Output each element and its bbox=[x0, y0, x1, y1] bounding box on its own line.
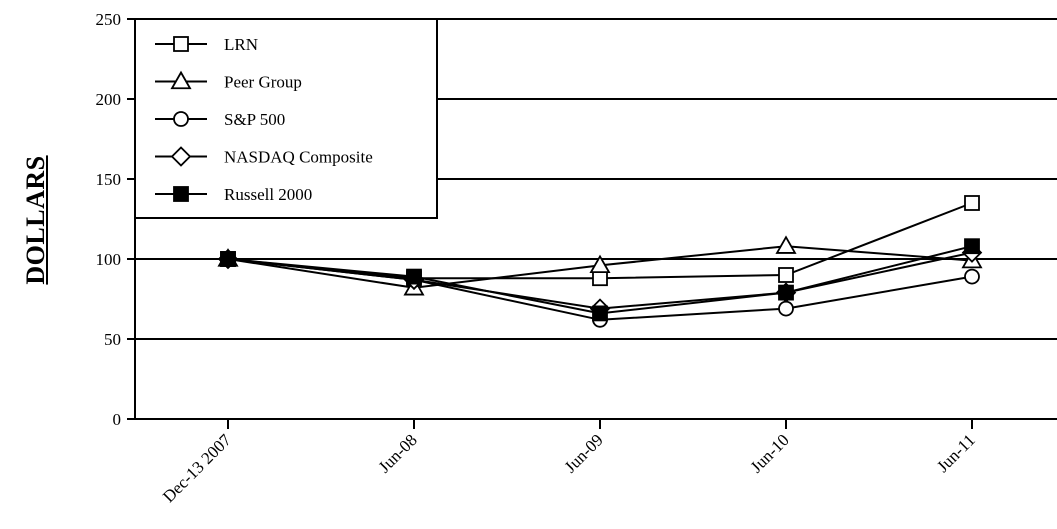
legend: LRN Peer Group S&P 500 NASDAQ Composite Russ… bbox=[134, 18, 438, 219]
legend-item: NASDAQ Composite bbox=[155, 146, 373, 167]
legend-item: LRN bbox=[155, 35, 258, 54]
legend-marker bbox=[173, 36, 189, 52]
data-point bbox=[778, 267, 794, 283]
legend-item: S&P 500 bbox=[155, 110, 285, 129]
y-tick-label: 200 bbox=[96, 90, 122, 109]
x-tick-label: Dec-13 2007 bbox=[159, 430, 235, 506]
data-point bbox=[964, 195, 980, 211]
legend-label: S&P 500 bbox=[224, 110, 285, 129]
data-point bbox=[964, 268, 980, 285]
data-point bbox=[778, 284, 794, 301]
y-tick-label: 50 bbox=[104, 330, 121, 349]
data-point bbox=[592, 305, 608, 322]
y-tick-label: 0 bbox=[113, 410, 122, 429]
y-tick-label: 250 bbox=[96, 10, 122, 29]
y-axis-ticks: 0 50 100 150 200 250 bbox=[96, 10, 135, 429]
data-point bbox=[778, 300, 794, 317]
data-point bbox=[589, 254, 611, 274]
data-point bbox=[406, 268, 422, 285]
y-tick-label: 100 bbox=[96, 250, 122, 269]
legend-label: NASDAQ Composite bbox=[224, 148, 373, 167]
legend-marker bbox=[170, 146, 192, 167]
y-tick-label: 150 bbox=[96, 170, 122, 189]
legend-label: LRN bbox=[224, 35, 258, 54]
legend-label: Peer Group bbox=[224, 73, 302, 92]
legend-marker bbox=[173, 111, 189, 127]
x-tick-label: Jun-10 bbox=[747, 430, 793, 476]
data-point bbox=[220, 251, 236, 267]
legend-item: Russell 2000 bbox=[155, 185, 312, 204]
data-point bbox=[964, 238, 980, 255]
legend-label: Russell 2000 bbox=[224, 185, 312, 204]
data-point bbox=[775, 235, 797, 254]
x-tick-label: Jun-08 bbox=[375, 430, 421, 476]
legend-marker bbox=[170, 70, 192, 90]
legend-item: Peer Group bbox=[155, 70, 302, 92]
x-tick-label: Jun-09 bbox=[561, 430, 607, 476]
x-axis-ticks: Dec-13 2007 Jun-08 Jun-09 Jun-10 Jun-11 bbox=[159, 419, 979, 506]
legend-marker bbox=[173, 186, 189, 202]
data-point bbox=[592, 270, 608, 287]
x-tick-label: Jun-11 bbox=[933, 430, 979, 476]
series-markers-russell-2000 bbox=[220, 238, 980, 322]
